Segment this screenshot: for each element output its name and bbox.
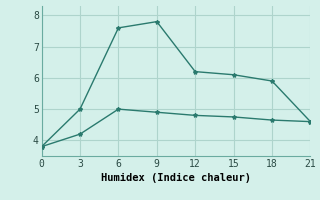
X-axis label: Humidex (Indice chaleur): Humidex (Indice chaleur) xyxy=(101,173,251,183)
